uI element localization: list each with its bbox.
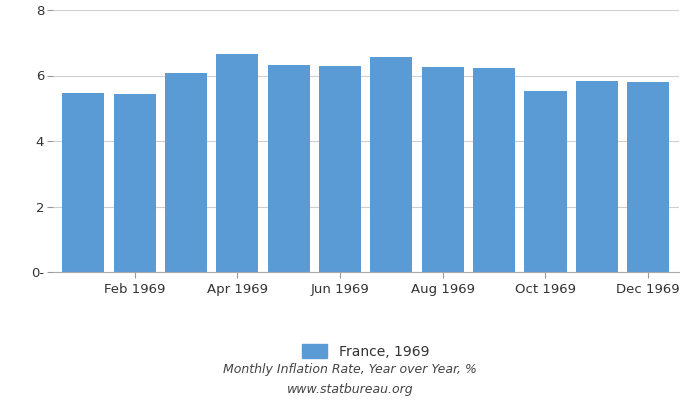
Legend: France, 1969: France, 1969: [297, 339, 435, 365]
Bar: [216, 54, 258, 272]
Bar: [319, 66, 361, 272]
Bar: [421, 67, 464, 272]
Bar: [524, 91, 566, 272]
Bar: [113, 94, 155, 272]
Bar: [62, 93, 104, 272]
Bar: [370, 57, 412, 272]
Text: Monthly Inflation Rate, Year over Year, %: Monthly Inflation Rate, Year over Year, …: [223, 364, 477, 376]
Bar: [576, 81, 618, 272]
Bar: [165, 73, 207, 272]
Text: www.statbureau.org: www.statbureau.org: [287, 384, 413, 396]
Bar: [267, 65, 310, 272]
Bar: [627, 82, 669, 272]
Bar: [473, 68, 515, 272]
